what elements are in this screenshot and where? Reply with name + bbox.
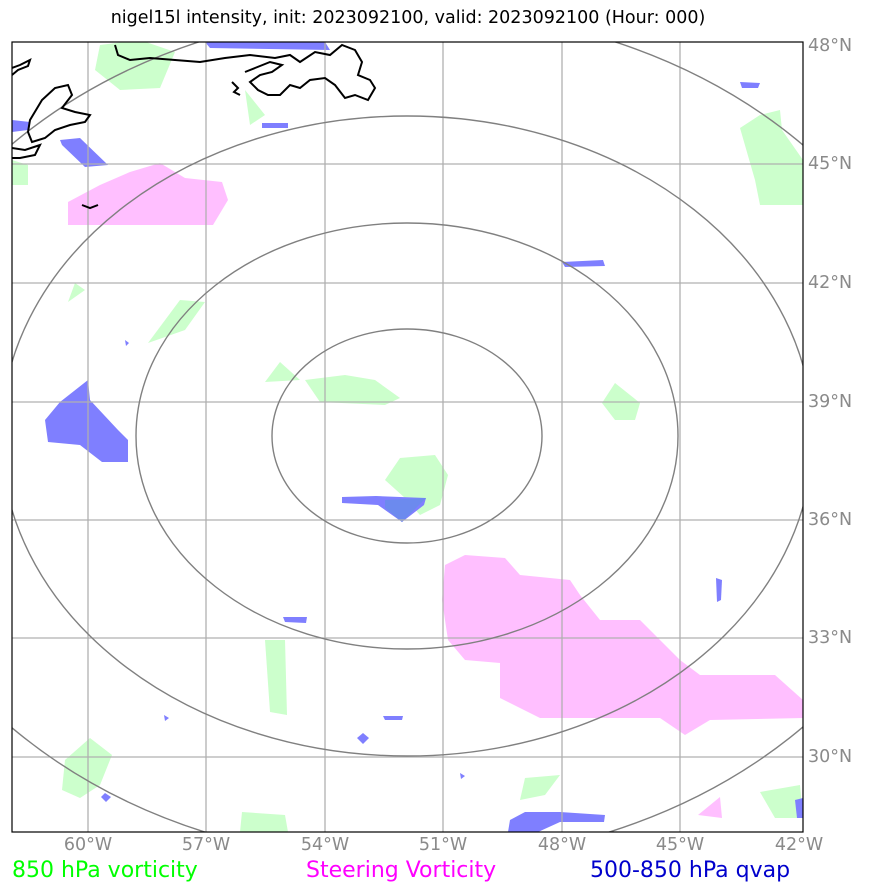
steering-vorticity-region [68,163,228,225]
vorticity-850-region [12,160,28,185]
lat-label-42n: 42°N [808,273,853,293]
legend-steering-vorticity: Steering Vorticity [306,858,497,883]
qvap-region [60,138,108,167]
qvap-region [45,380,128,462]
vorticity-850-region [240,812,288,832]
vorticity-850-region [245,90,265,125]
lat-label-30n: 30°N [808,747,853,767]
vorticity-850-region [385,455,448,515]
range-ring [135,222,679,650]
qvap-region [795,798,803,818]
lon-label-42w: 42°W [774,835,824,855]
range-ring [271,328,543,544]
vorticity-850-region [148,300,205,343]
qvap-region [716,578,722,602]
steering-vorticity-region [698,797,722,818]
lon-label-60w: 60°W [63,835,113,855]
qvap-region [262,123,288,128]
vorticity-850-region [305,375,400,405]
lat-label-33n: 33°N [808,628,853,648]
vorticity-850-region [520,775,560,800]
range-rings [12,42,803,832]
qvap-region [164,715,169,721]
lon-label-57w: 57°W [181,835,231,855]
lat-label-39n: 39°N [808,392,853,412]
lon-label-54w: 54°W [300,835,350,855]
vorticity-850-region [265,362,300,382]
qvap-region [205,42,330,50]
lat-label-48n: 48°N [808,36,853,56]
legend-qvap: 500-850 hPa qvap [590,858,791,883]
vorticity-850-region [62,738,112,798]
qvap-region [357,733,369,744]
qvap-contours [12,42,803,832]
qvap-region [508,812,605,832]
vorticity-850-region [760,785,803,818]
chart-title: nigel15l intensity, init: 2023092100, va… [110,8,706,28]
coastline [12,43,377,210]
lon-label-45w: 45°W [655,835,705,855]
lon-label-48w: 48°W [537,835,587,855]
vorticity-850-region [265,640,287,715]
legend-vorticity-850: 850 hPa vorticity [12,858,198,883]
vorticity-850-region [740,110,803,205]
qvap-region [12,120,30,132]
range-ring [12,115,803,757]
lat-label-45n: 45°N [808,154,853,174]
vorticity-850-region [68,283,85,302]
qvap-region [383,716,403,720]
qvap-region [562,260,605,267]
qvap-region [283,617,307,623]
vorticity-850-region [95,42,175,90]
overlap-region [385,498,426,522]
qvap-region [740,82,760,88]
range-ring [12,42,803,832]
steering-vorticity-region [442,555,803,735]
qvap-region [460,773,465,779]
lat-label-36n: 36°N [808,510,853,530]
lon-label-51w: 51°W [418,835,468,855]
steering-vorticity-contours [68,163,803,818]
gridlines [12,42,803,832]
qvap-region [125,340,129,346]
map-frame [11,41,804,833]
qvap-region [101,793,111,802]
